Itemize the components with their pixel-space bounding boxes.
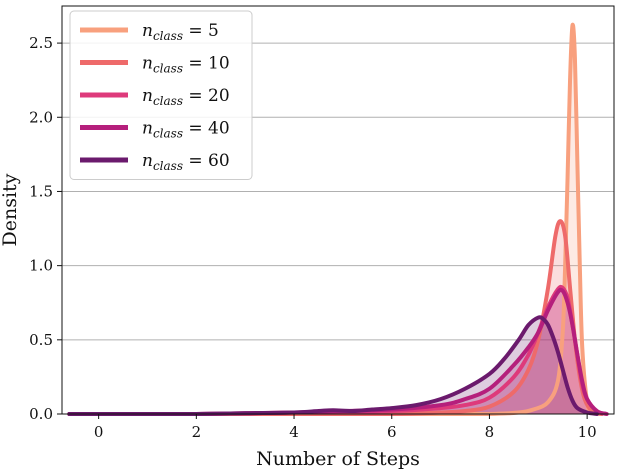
x-tick-label: 10	[578, 423, 597, 441]
legend-label-series-3: nclass = 20	[142, 86, 230, 108]
line-layer	[67, 22, 609, 417]
y-tick-label: 2.5	[29, 34, 53, 52]
density-fill-series-5	[69, 317, 597, 414]
y-tick-label: 0.0	[29, 405, 53, 423]
x-tick-label: 0	[94, 423, 104, 441]
x-tick-label: 4	[289, 423, 299, 441]
legend: nclass = 5 nclass = 10 nclass = 20 nclass =…	[69, 10, 253, 180]
y-tick-label: 0.5	[29, 331, 53, 349]
y-tick-label: 2.0	[29, 108, 53, 126]
legend-label-series-5: nclass = 60	[142, 151, 230, 173]
x-tick-label: 6	[387, 423, 397, 441]
legend-label-series-2: nclass = 10	[142, 54, 230, 76]
legend-box	[69, 10, 253, 180]
y-tick-label: 1.0	[29, 257, 53, 275]
x-tick-label: 8	[485, 423, 495, 441]
density-fill-series-2	[69, 221, 602, 414]
y-tick-label: 1.5	[29, 182, 53, 200]
x-axis-label: Number of Steps	[256, 448, 420, 469]
legend-label-series-4: nclass = 40	[142, 119, 230, 141]
legend-label-series-1: nclass = 5	[142, 21, 219, 43]
tick-layer: 0.0 0.5 1.0 1.5 2.0 2.5 0 2 4 6 8 10	[29, 34, 597, 441]
y-axis-label: Density	[0, 173, 21, 246]
x-tick-label: 2	[192, 423, 202, 441]
density-line-series-5	[67, 315, 599, 417]
density-line-series-2	[67, 219, 604, 417]
plot-frame	[61, 5, 615, 415]
